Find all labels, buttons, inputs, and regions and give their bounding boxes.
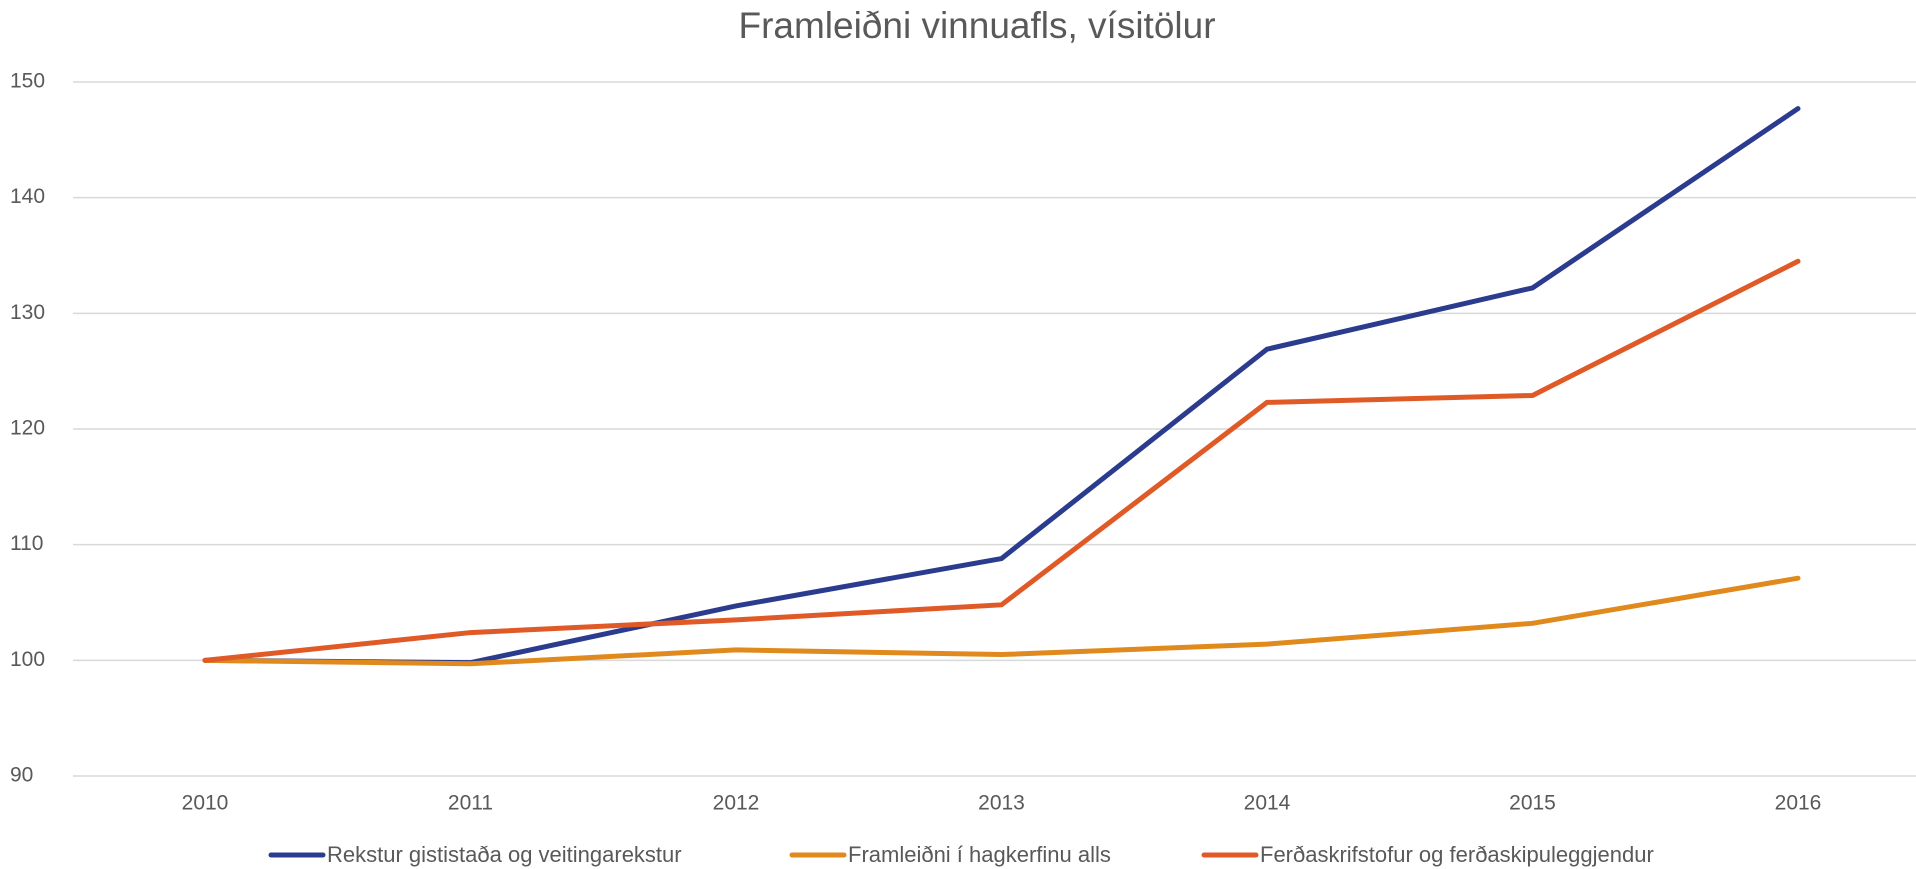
x-tick-label: 2013 (978, 792, 1025, 815)
legend-label: Rekstur gististaða og veitingarekstur (327, 842, 682, 867)
series-line (202, 258, 1801, 663)
y-tick-label: 150 (10, 70, 45, 93)
legend-label: Framleiðni í hagkerfinu alls (848, 842, 1111, 867)
y-tick-label: 130 (10, 301, 45, 324)
x-tick-label: 2014 (1244, 792, 1291, 815)
series-line (202, 106, 1801, 666)
x-tick-label: 2012 (713, 792, 760, 815)
chart-title: Framleiðni vinnuafls, vísitölur (738, 5, 1215, 46)
y-tick-label: 90 (10, 764, 33, 787)
y-tick-label: 100 (10, 648, 45, 671)
x-tick-label: 2011 (448, 792, 493, 815)
y-tick-label: 120 (10, 417, 45, 440)
legend-label: Ferðaskrifstofur og ferðaskipuleggjendur (1260, 842, 1654, 867)
x-tick-label: 2015 (1509, 792, 1556, 815)
y-tick-label: 140 (10, 185, 45, 208)
series-line (202, 575, 1801, 667)
y-tick-label: 110 (10, 532, 43, 555)
x-tick-label: 2016 (1775, 792, 1822, 815)
x-tick-label: 2010 (182, 792, 229, 815)
